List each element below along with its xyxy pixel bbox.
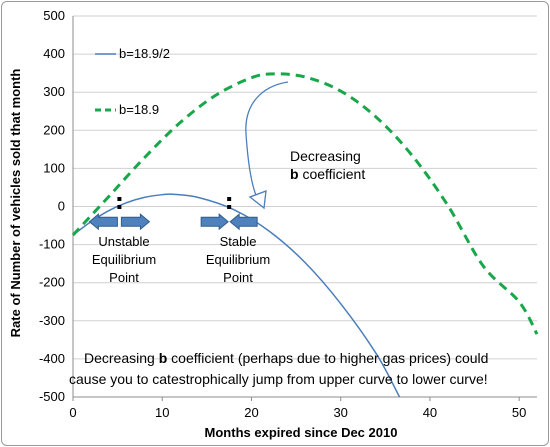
bottom-note-pre: Decreasing: [84, 350, 159, 366]
x-tick-label: 0: [69, 405, 76, 420]
series-line-1: [72, 193, 401, 398]
x-axis-title: Months expired since Dec 2010: [205, 425, 398, 440]
y-tick-label: 100: [43, 160, 65, 175]
curved-arrow-icon: [245, 81, 289, 201]
decreasing-callout-b: b: [290, 166, 299, 182]
arrow-right-icon: [120, 213, 151, 231]
unstable-label-line-1: Unstable: [98, 234, 149, 249]
annotations: [88, 196, 258, 231]
x-tick-label: 20: [244, 405, 258, 420]
y-tick-label: 500: [43, 8, 65, 23]
y-tick-label: -500: [39, 389, 65, 404]
y-tick-label: 0: [58, 199, 65, 214]
curved-arrow-head-icon: [248, 190, 267, 210]
bottom-note: Decreasing b coefficient (perhaps due to…: [69, 350, 488, 387]
stable-label-line-2: Equilibrium: [206, 252, 270, 267]
arrow-right-icon: [200, 213, 229, 231]
x-tick-label: 40: [423, 405, 437, 420]
series-line-2: [71, 72, 539, 335]
y-tick-label: -100: [39, 237, 65, 252]
y-tick-label: -300: [39, 313, 65, 328]
arrow-left-icon: [229, 213, 258, 231]
y-tick-label: 200: [43, 122, 65, 137]
bottom-note-line-1: Decreasing b coefficient (perhaps due to…: [84, 350, 488, 366]
y-axis-title: Rate of Number of vehicles sold that mon…: [8, 69, 23, 338]
arrow-left-icon: [88, 213, 118, 231]
x-tick-label: 50: [512, 405, 526, 420]
bottom-note-post: coefficient (perhaps due to higher gas p…: [167, 350, 488, 366]
stable-label-line-1: Stable: [220, 234, 257, 249]
legend-label-series-1: b=18.9/2: [119, 46, 170, 61]
x-tick-label: 30: [333, 405, 347, 420]
decreasing-b-callout: Decreasing b coefficient: [245, 81, 365, 210]
y-tick-label: 300: [43, 84, 65, 99]
y-tick-label: 400: [43, 46, 65, 61]
y-tick-label: -400: [39, 351, 65, 366]
decreasing-callout-coef: coefficient: [299, 166, 366, 182]
decreasing-callout-line-1: Decreasing: [290, 148, 361, 164]
axes: -500 -400 -300 -200 -100 0 100 200 300 400 500 0 10 2…: [39, 8, 537, 420]
series-lines: [71, 72, 539, 398]
decreasing-callout-line-2: b coefficient: [290, 166, 365, 182]
bottom-note-b: b: [159, 350, 168, 366]
y-tick-label: -200: [39, 275, 65, 290]
unstable-label-line-2: Equilibrium: [92, 252, 156, 267]
stable-equilibrium-label: Stable Equilibrium Point: [206, 234, 270, 285]
x-tick-label: 10: [155, 405, 169, 420]
bottom-note-line-2: cause you to catestrophically jump from …: [69, 371, 488, 387]
unstable-equilibrium-label: Unstable Equilibrium Point: [92, 234, 156, 285]
legend-label-series-2: b=18.9: [119, 102, 159, 117]
stable-label-line-3: Point: [223, 270, 253, 285]
unstable-label-line-3: Point: [109, 270, 139, 285]
gridlines: [73, 15, 537, 398]
legend: b=18.9/2 b=18.9: [95, 46, 170, 117]
